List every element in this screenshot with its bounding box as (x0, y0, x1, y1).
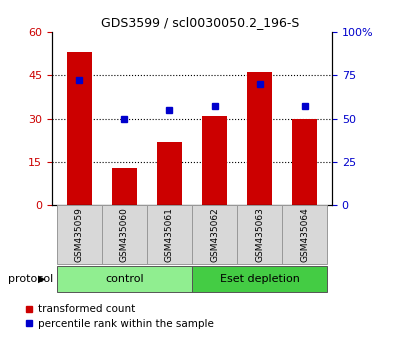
Bar (282, 205, 328, 264)
Text: GSM435062: GSM435062 (210, 207, 219, 262)
Bar (192, 266, 328, 292)
Text: GSM435059: GSM435059 (74, 207, 84, 262)
Bar (192, 205, 237, 264)
Text: GDS3599 / scl0030050.2_196-S: GDS3599 / scl0030050.2_196-S (101, 16, 299, 29)
Text: GSM435060: GSM435060 (120, 207, 129, 262)
Bar (67, 52, 92, 205)
Bar (247, 72, 272, 205)
Bar (102, 205, 147, 264)
Bar (202, 116, 227, 205)
Bar (56, 266, 192, 292)
Text: ▶: ▶ (38, 274, 46, 284)
Text: GSM435061: GSM435061 (165, 207, 174, 262)
Text: protocol: protocol (8, 274, 53, 284)
Text: control: control (105, 274, 144, 284)
Bar (112, 168, 137, 205)
Text: GSM435064: GSM435064 (300, 207, 310, 262)
Bar (237, 205, 282, 264)
Text: Eset depletion: Eset depletion (220, 274, 300, 284)
Bar (56, 205, 102, 264)
Bar (147, 205, 192, 264)
Bar (292, 119, 317, 205)
Text: GSM435063: GSM435063 (255, 207, 264, 262)
Bar (157, 142, 182, 205)
Legend: transformed count, percentile rank within the sample: transformed count, percentile rank withi… (25, 304, 214, 329)
